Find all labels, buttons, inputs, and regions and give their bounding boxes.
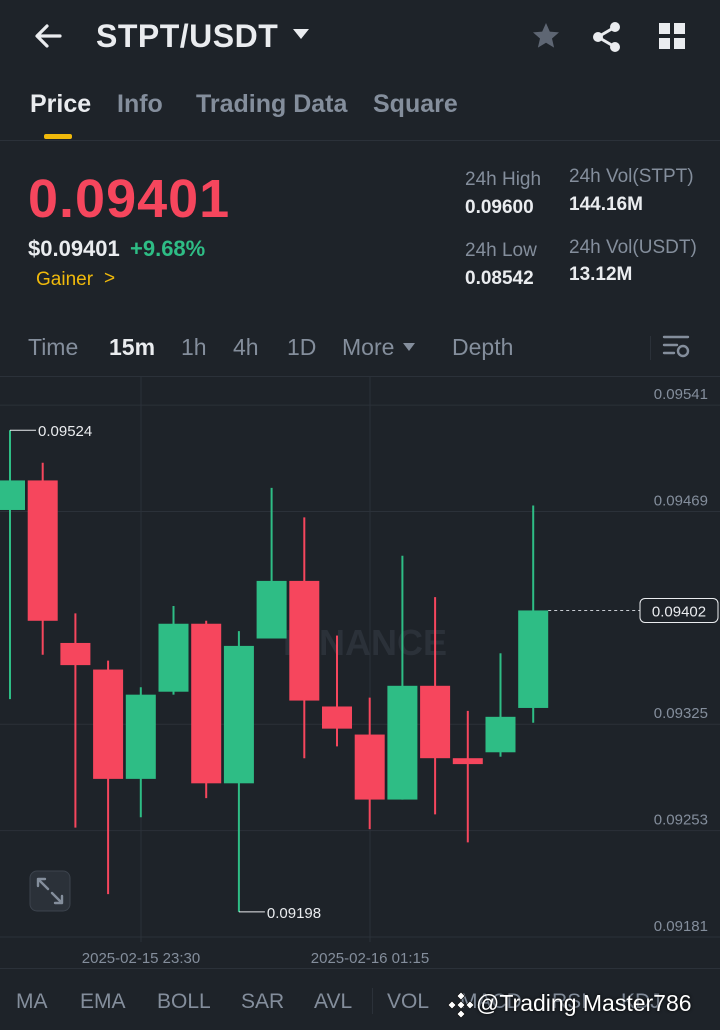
tab-square[interactable]: Square xyxy=(373,90,458,118)
y-tick-label: 0.09469 xyxy=(654,492,708,509)
vol-base-value: 144.16M xyxy=(569,194,643,215)
chart-settings-icon[interactable] xyxy=(662,334,690,360)
candlestick-chart[interactable]: BINANCE 0.095410.094690.093250.092530.09… xyxy=(0,377,720,968)
interval-1h[interactable]: 1h xyxy=(181,334,207,360)
candle-body xyxy=(485,716,516,753)
y-tick-label: 0.09325 xyxy=(654,705,708,722)
indicator-avl[interactable]: AVL xyxy=(314,990,353,1013)
tab-info[interactable]: Info xyxy=(117,90,163,118)
max-price-label: 0.09524 xyxy=(38,423,92,440)
divider xyxy=(372,988,373,1014)
interval-depth[interactable]: Depth xyxy=(452,334,514,360)
indicator-boll[interactable]: BOLL xyxy=(157,990,211,1013)
current-price-tag xyxy=(639,597,719,623)
candle-body xyxy=(387,685,418,800)
divider xyxy=(0,376,720,377)
indicator-sar[interactable]: SAR xyxy=(241,990,285,1013)
y-tick-label: 0.09253 xyxy=(654,812,708,829)
back-arrow-icon[interactable] xyxy=(30,18,66,54)
tab-trading-data[interactable]: Trading Data xyxy=(196,90,348,118)
vol-quote-label: 24h Vol(USDT) xyxy=(569,237,697,258)
gainer-tag[interactable]: Gainer xyxy=(36,269,94,290)
candle-body xyxy=(93,669,124,779)
vol-base-label: 24h Vol(STPT) xyxy=(569,166,694,187)
y-tick-label: 0.09541 xyxy=(654,386,708,403)
candle-body xyxy=(322,706,352,729)
divider xyxy=(650,336,651,360)
expand-icon xyxy=(36,877,64,905)
expand-button[interactable] xyxy=(29,870,71,912)
last-price: 0.09401 xyxy=(28,169,231,229)
price-change-percent: +9.68% xyxy=(130,236,206,261)
binance-logo-icon xyxy=(447,991,475,1019)
low-label: 24h Low xyxy=(465,240,537,261)
divider xyxy=(0,968,720,969)
min-price-label: 0.09198 xyxy=(267,905,321,922)
high-value: 0.09600 xyxy=(465,197,534,218)
chart-grid xyxy=(0,377,720,942)
interval-15m[interactable]: 15m xyxy=(109,334,156,360)
candle-body xyxy=(223,645,254,784)
x-tick-label: 2025-02-15 23:30 xyxy=(82,950,200,967)
candle-body xyxy=(420,685,451,759)
tab-price[interactable]: Price xyxy=(30,90,92,118)
candle-body xyxy=(256,580,287,639)
indicator-ema[interactable]: EMA xyxy=(80,990,126,1013)
candle-body xyxy=(191,623,222,784)
indicator-vol[interactable]: VOL xyxy=(387,990,430,1013)
candles xyxy=(0,430,549,912)
interval-time[interactable]: Time xyxy=(28,334,79,360)
candle-body xyxy=(27,480,58,621)
candle-body xyxy=(158,623,189,692)
interval-more[interactable]: More xyxy=(342,334,395,360)
divider xyxy=(0,140,720,141)
candle-body xyxy=(354,734,385,800)
y-tick-label: 0.09181 xyxy=(654,918,708,935)
caret-down-icon[interactable] xyxy=(402,342,416,352)
indicator-macd[interactable]: MACD xyxy=(460,990,522,1013)
watermark-text: @Trading Master786 xyxy=(476,990,692,1016)
share-icon[interactable] xyxy=(590,20,624,54)
star-icon[interactable] xyxy=(530,20,562,52)
caret-down-icon[interactable] xyxy=(290,26,312,42)
candle-body xyxy=(289,580,320,701)
candle-body xyxy=(60,642,91,666)
usd-price: $0.09401 xyxy=(28,236,120,261)
vol-quote-value: 13.12M xyxy=(569,264,633,285)
interval-4h[interactable]: 4h xyxy=(233,334,259,360)
header: STPT/USDT xyxy=(0,0,720,76)
low-value: 0.08542 xyxy=(465,268,534,289)
current-price-label: 0.09402 xyxy=(652,603,706,620)
x-tick-label: 2025-02-16 01:15 xyxy=(311,950,429,967)
pair-title[interactable]: STPT/USDT xyxy=(96,18,279,54)
active-tab-indicator xyxy=(44,134,72,139)
high-label: 24h High xyxy=(465,169,542,190)
indicator-kdj[interactable]: KDJ xyxy=(621,990,661,1013)
candle-body xyxy=(0,480,25,510)
indicator-ma[interactable]: MA xyxy=(16,990,48,1013)
candle-body xyxy=(125,694,156,779)
candle-body xyxy=(518,610,549,708)
chevron-right-icon[interactable]: > xyxy=(104,268,116,289)
grid-menu-icon[interactable] xyxy=(656,20,688,52)
chart-labels: 0.09541 0.09469 0.09325 0.09253 0.09181 2025-… xyxy=(10,386,719,967)
indicator-rsi[interactable]: RSI xyxy=(552,990,588,1013)
candle-body xyxy=(452,758,483,765)
interval-1d[interactable]: 1D xyxy=(287,334,317,360)
